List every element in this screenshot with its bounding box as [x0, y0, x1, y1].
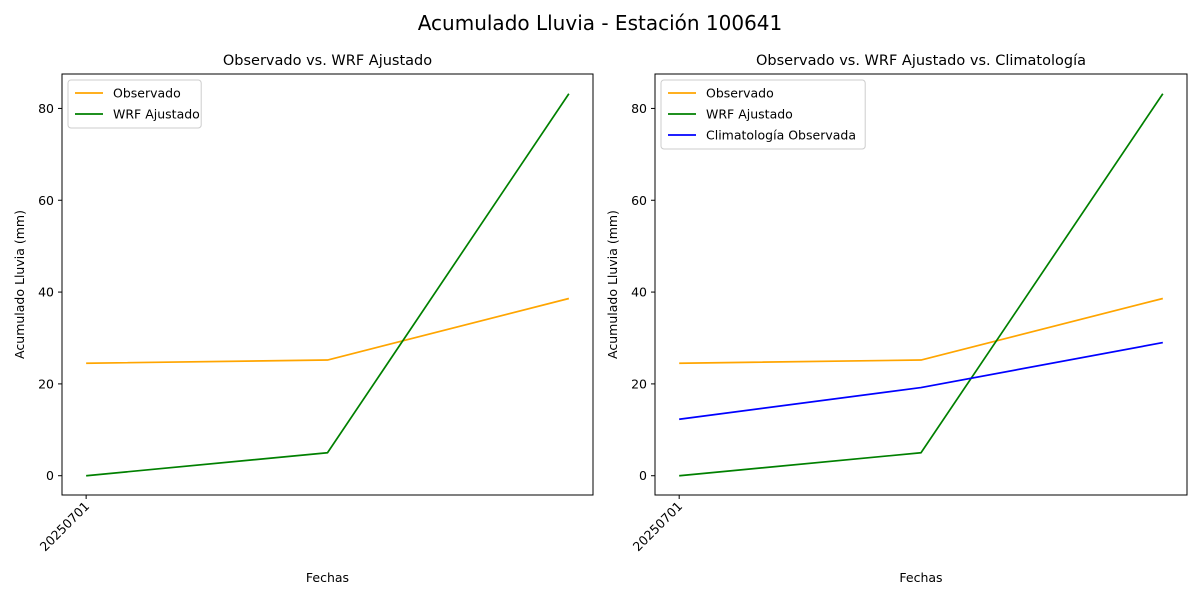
y-axis-label: Acumulado Lluvia (mm): [12, 210, 27, 359]
x-tick-label: 20250701: [37, 499, 93, 555]
chart-title: Observado vs. WRF Ajustado vs. Climatolo…: [756, 53, 1086, 69]
figure-title: Acumulado Lluvia - Estación 100641: [418, 11, 783, 35]
series-line-1: [679, 93, 1164, 477]
series-line-0: [86, 297, 570, 365]
x-tick-label: 20250701: [630, 499, 686, 555]
legend-label: WRF Ajustado: [113, 107, 200, 122]
plot-area-frame: [61, 73, 594, 496]
legend-label: WRF Ajustado: [706, 107, 793, 122]
y-tick-label: 80: [38, 101, 54, 116]
y-tick-label: 20: [38, 376, 54, 391]
y-tick-label: 80: [631, 101, 647, 116]
x-axis-label: Fechas: [306, 570, 349, 585]
series-line-2: [679, 341, 1163, 421]
legend-box: [67, 79, 202, 129]
y-tick-label: 0: [46, 468, 54, 483]
y-tick-label: 40: [631, 285, 647, 300]
left-chart-panel: Observado vs. WRF Ajustado 0 20 40 60 80 20250…: [12, 53, 594, 585]
series-line-1: [86, 93, 570, 477]
legend-box: [660, 79, 866, 150]
y-tick-label: 60: [38, 193, 54, 208]
y-axis-label: Acumulado Lluvia (mm): [605, 210, 620, 359]
chart-title: Observado vs. WRF Ajustado: [223, 53, 432, 69]
plot-area-frame: [654, 73, 1188, 496]
legend-label: Climatología Observada: [706, 128, 856, 143]
series-line-0: [679, 297, 1164, 365]
legend-label: Observado: [113, 86, 181, 101]
y-tick-label: 0: [639, 468, 647, 483]
y-tick-label: 20: [631, 376, 647, 391]
legend-label: Observado: [706, 86, 774, 101]
y-tick-label: 40: [38, 285, 54, 300]
y-tick-label: 60: [631, 193, 647, 208]
x-axis-label: Fechas: [899, 570, 942, 585]
right-chart-panel: Observado vs. WRF Ajustado vs. Climatolo…: [605, 53, 1188, 585]
